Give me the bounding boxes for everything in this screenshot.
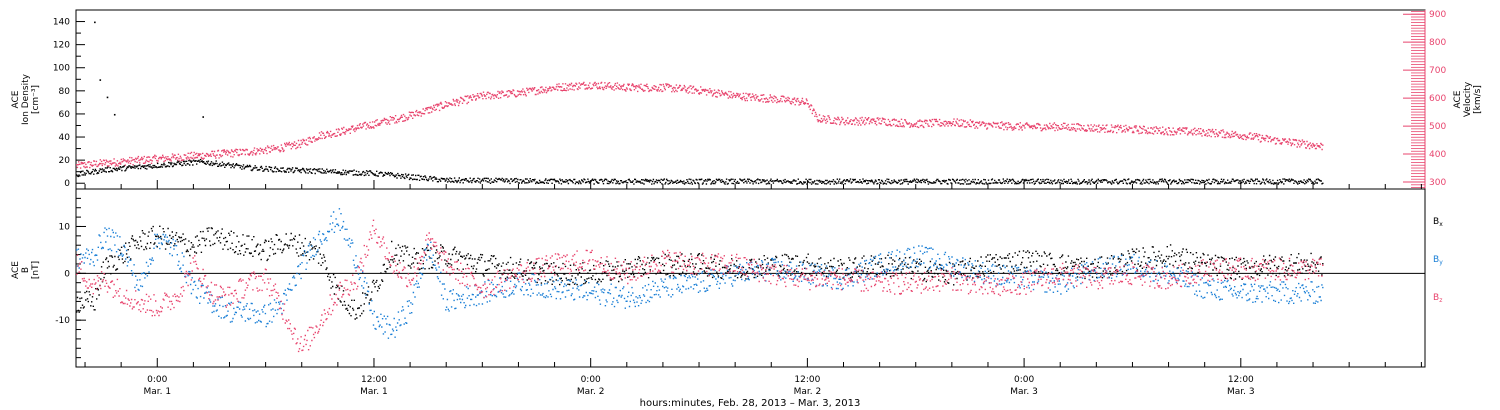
velocity-y-label: ACE Velocity [km/s] (1453, 81, 1483, 117)
field-y-tick-label: 10 (59, 222, 71, 232)
time-tick-label: 0:00 (581, 375, 601, 385)
legend-bz: Bz (1433, 293, 1442, 304)
density-y-label: ACE Ion Density [cm⁻³] (11, 73, 41, 125)
density-y-tick-label: 120 (53, 41, 70, 51)
velocity-y-label-line: [km/s] (1473, 85, 1483, 114)
field-y-label-line: [nT] (31, 261, 41, 279)
density-series (76, 158, 1324, 185)
time-tick-label: 0:00 (147, 375, 167, 385)
time-tick-label: 12:00 (794, 375, 820, 385)
time-tick-label: 0:00 (1014, 375, 1034, 385)
date-tick-label: Mar. 3 (1010, 387, 1038, 397)
time-tick-label: 12:00 (361, 375, 387, 385)
bx-series (76, 225, 1324, 320)
bz-series-points (76, 219, 1324, 353)
density-y-tick-label: 80 (59, 87, 71, 97)
date-tick-label: Mar. 2 (794, 387, 822, 397)
density-y-label-line: ACE (11, 90, 21, 108)
density-y-tick-label: 20 (59, 156, 71, 166)
field-y-label: ACE B [nT] (11, 261, 41, 279)
legend-bx: Bx (1433, 217, 1443, 228)
velocity-y-label-line: Velocity (1463, 81, 1473, 117)
velocity-y-label-line: ACE (1453, 90, 1463, 108)
field-frame (75, 188, 1426, 368)
by-series-points (76, 208, 1324, 339)
density-y-label-line: Ion Density (21, 73, 31, 125)
density-y-tick-label: 60 (59, 110, 71, 120)
velocity-y-axis: 300 400 500 600 700 800 900 (1403, 10, 1446, 189)
density-outlier-point (202, 116, 205, 118)
density-y-axis: 0 20 40 60 80 100 120 140 (53, 18, 85, 189)
density-outlier-point (99, 79, 102, 81)
plasma-panel: 0 20 40 60 80 100 120 140 300 400 500 600 700 800 900 A… (11, 9, 1483, 190)
magnetic-field-panel: -10 0 10 ACE B [nT] Bx By Bz (11, 188, 1443, 368)
field-legend: Bx By Bz (1433, 217, 1443, 304)
density-y-label-line: [cm⁻³] (31, 85, 41, 114)
density-y-tick-label: 100 (53, 64, 70, 74)
bx-series-points (76, 225, 1324, 320)
date-tick-label: Mar. 1 (360, 387, 388, 397)
density-outlier-point (113, 113, 116, 116)
legend-by: By (1433, 255, 1443, 266)
field-y-axis: -10 0 10 (55, 188, 86, 368)
velocity-y-tick-label: 800 (1429, 38, 1446, 48)
density-outliers (94, 21, 205, 118)
field-y-tick-label: -10 (55, 316, 70, 326)
density-outlier-point (94, 21, 96, 24)
date-tick-label: Mar. 1 (143, 387, 171, 397)
field-y-tick-label: 0 (64, 269, 70, 279)
date-tick-label: Mar. 2 (577, 387, 605, 397)
x-axis-title: hours:minutes, Feb. 28, 2013 – Mar. 3, 2… (640, 398, 861, 409)
velocity-y-tick-label: 900 (1429, 10, 1446, 20)
velocity-y-tick-label: 500 (1429, 122, 1446, 132)
velocity-y-tick-label: 400 (1429, 150, 1446, 160)
density-y-tick-label: 40 (59, 133, 71, 143)
by-series (76, 208, 1324, 339)
velocity-series (76, 81, 1324, 169)
time-tick-label: 12:00 (1228, 375, 1254, 385)
velocity-series-points (76, 81, 1324, 169)
density-outlier-point (106, 96, 109, 99)
density-y-tick-label: 0 (64, 179, 70, 189)
velocity-y-tick-label: 600 (1429, 94, 1446, 104)
field-y-label-line: ACE (11, 261, 21, 279)
velocity-y-tick-label: 700 (1429, 66, 1446, 76)
density-y-tick-label: 140 (53, 18, 70, 28)
density-series-points (76, 158, 1324, 185)
field-y-label-line: B (21, 267, 31, 273)
time-axis: 0:00 Mar. 1 12:00 Mar. 1 0:00 Mar. 2 12:00 Mar.… (84, 180, 1422, 397)
velocity-y-tick-label: 300 (1429, 178, 1446, 188)
date-tick-label: Mar. 3 (1227, 387, 1255, 397)
bz-series (76, 219, 1324, 353)
